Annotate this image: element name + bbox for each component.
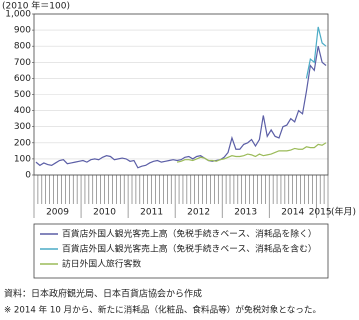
x-tick-label: 2012 (187, 208, 210, 218)
y-tick-label: 200 (14, 138, 31, 148)
y-tick-label: 900 (14, 26, 31, 36)
y-tick-label: 0 (25, 171, 31, 181)
x-tick-label: 2011 (140, 208, 163, 218)
y-axis-label: (2010 年＝100) (2, 0, 70, 12)
x-tick-label: 2014 (281, 208, 304, 218)
y-tick-label: 700 (14, 58, 31, 68)
series-line (35, 46, 327, 169)
series-line (305, 26, 327, 79)
y-tick-label: 500 (14, 90, 31, 100)
plot-frame (33, 13, 329, 176)
footnote: ※ 2014 年 10 月から、新たに消耗品（化粧品、食料品等）が免税対象となっ… (4, 304, 321, 316)
x-tick-label: 2015 (309, 208, 332, 218)
y-tick-label: 600 (14, 74, 31, 84)
x-axis-label: (年月) (331, 206, 356, 218)
series-line (176, 142, 327, 163)
x-tick-label: 2009 (46, 208, 69, 218)
y-tick-label: 400 (14, 106, 31, 116)
source-note: 資料：日本政府観光局、日本百貨店協会から作成 (4, 288, 202, 300)
legend-label: 百貨店外国人観光客売上高（免税手続きベース、消耗品を除く） (62, 228, 317, 240)
x-tick-label: 2013 (234, 208, 257, 218)
legend-label: 訪日外国人旅行客数 (62, 258, 141, 270)
y-tick-label: 1,000 (5, 10, 31, 20)
y-tick-label: 100 (14, 154, 31, 164)
legend-box (33, 223, 329, 279)
y-tick-label: 800 (14, 42, 31, 52)
y-tick-label: 300 (14, 122, 31, 132)
x-tick-label: 2010 (93, 208, 116, 218)
legend-label: 百貨店外国人観光客売上高（免税手続きベース、消耗品を含む） (62, 243, 317, 255)
